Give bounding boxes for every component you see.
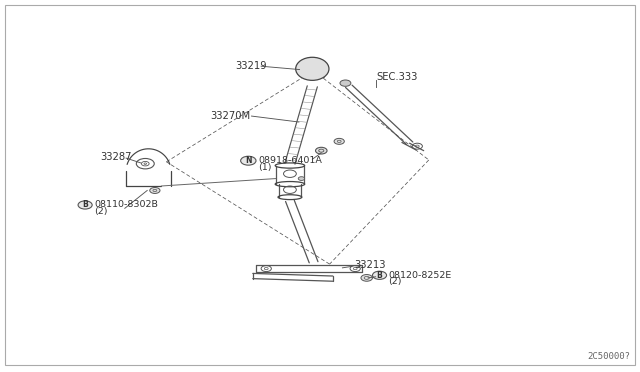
Text: 08120-8252E: 08120-8252E [388,271,452,280]
Text: B: B [83,201,88,209]
Circle shape [334,138,344,144]
Text: SEC.333: SEC.333 [376,72,418,82]
Ellipse shape [340,80,351,86]
Circle shape [372,271,387,279]
Text: (1): (1) [258,163,271,172]
Text: 33287: 33287 [100,152,132,162]
Circle shape [361,275,372,281]
Circle shape [241,156,256,165]
Circle shape [150,187,160,193]
Circle shape [298,177,305,180]
Ellipse shape [296,57,329,80]
Text: (2): (2) [94,207,108,216]
Text: 2C50000?: 2C50000? [588,352,630,361]
Text: 08918-6401A: 08918-6401A [258,156,322,165]
Circle shape [316,147,327,154]
Text: 08110-8302B: 08110-8302B [94,201,158,209]
Text: 33219: 33219 [236,61,267,71]
Circle shape [78,201,92,209]
Text: 33213: 33213 [354,260,385,270]
Text: 33270M: 33270M [210,111,250,121]
Text: (2): (2) [388,278,402,286]
Text: B: B [377,271,382,280]
Text: N: N [245,156,252,165]
